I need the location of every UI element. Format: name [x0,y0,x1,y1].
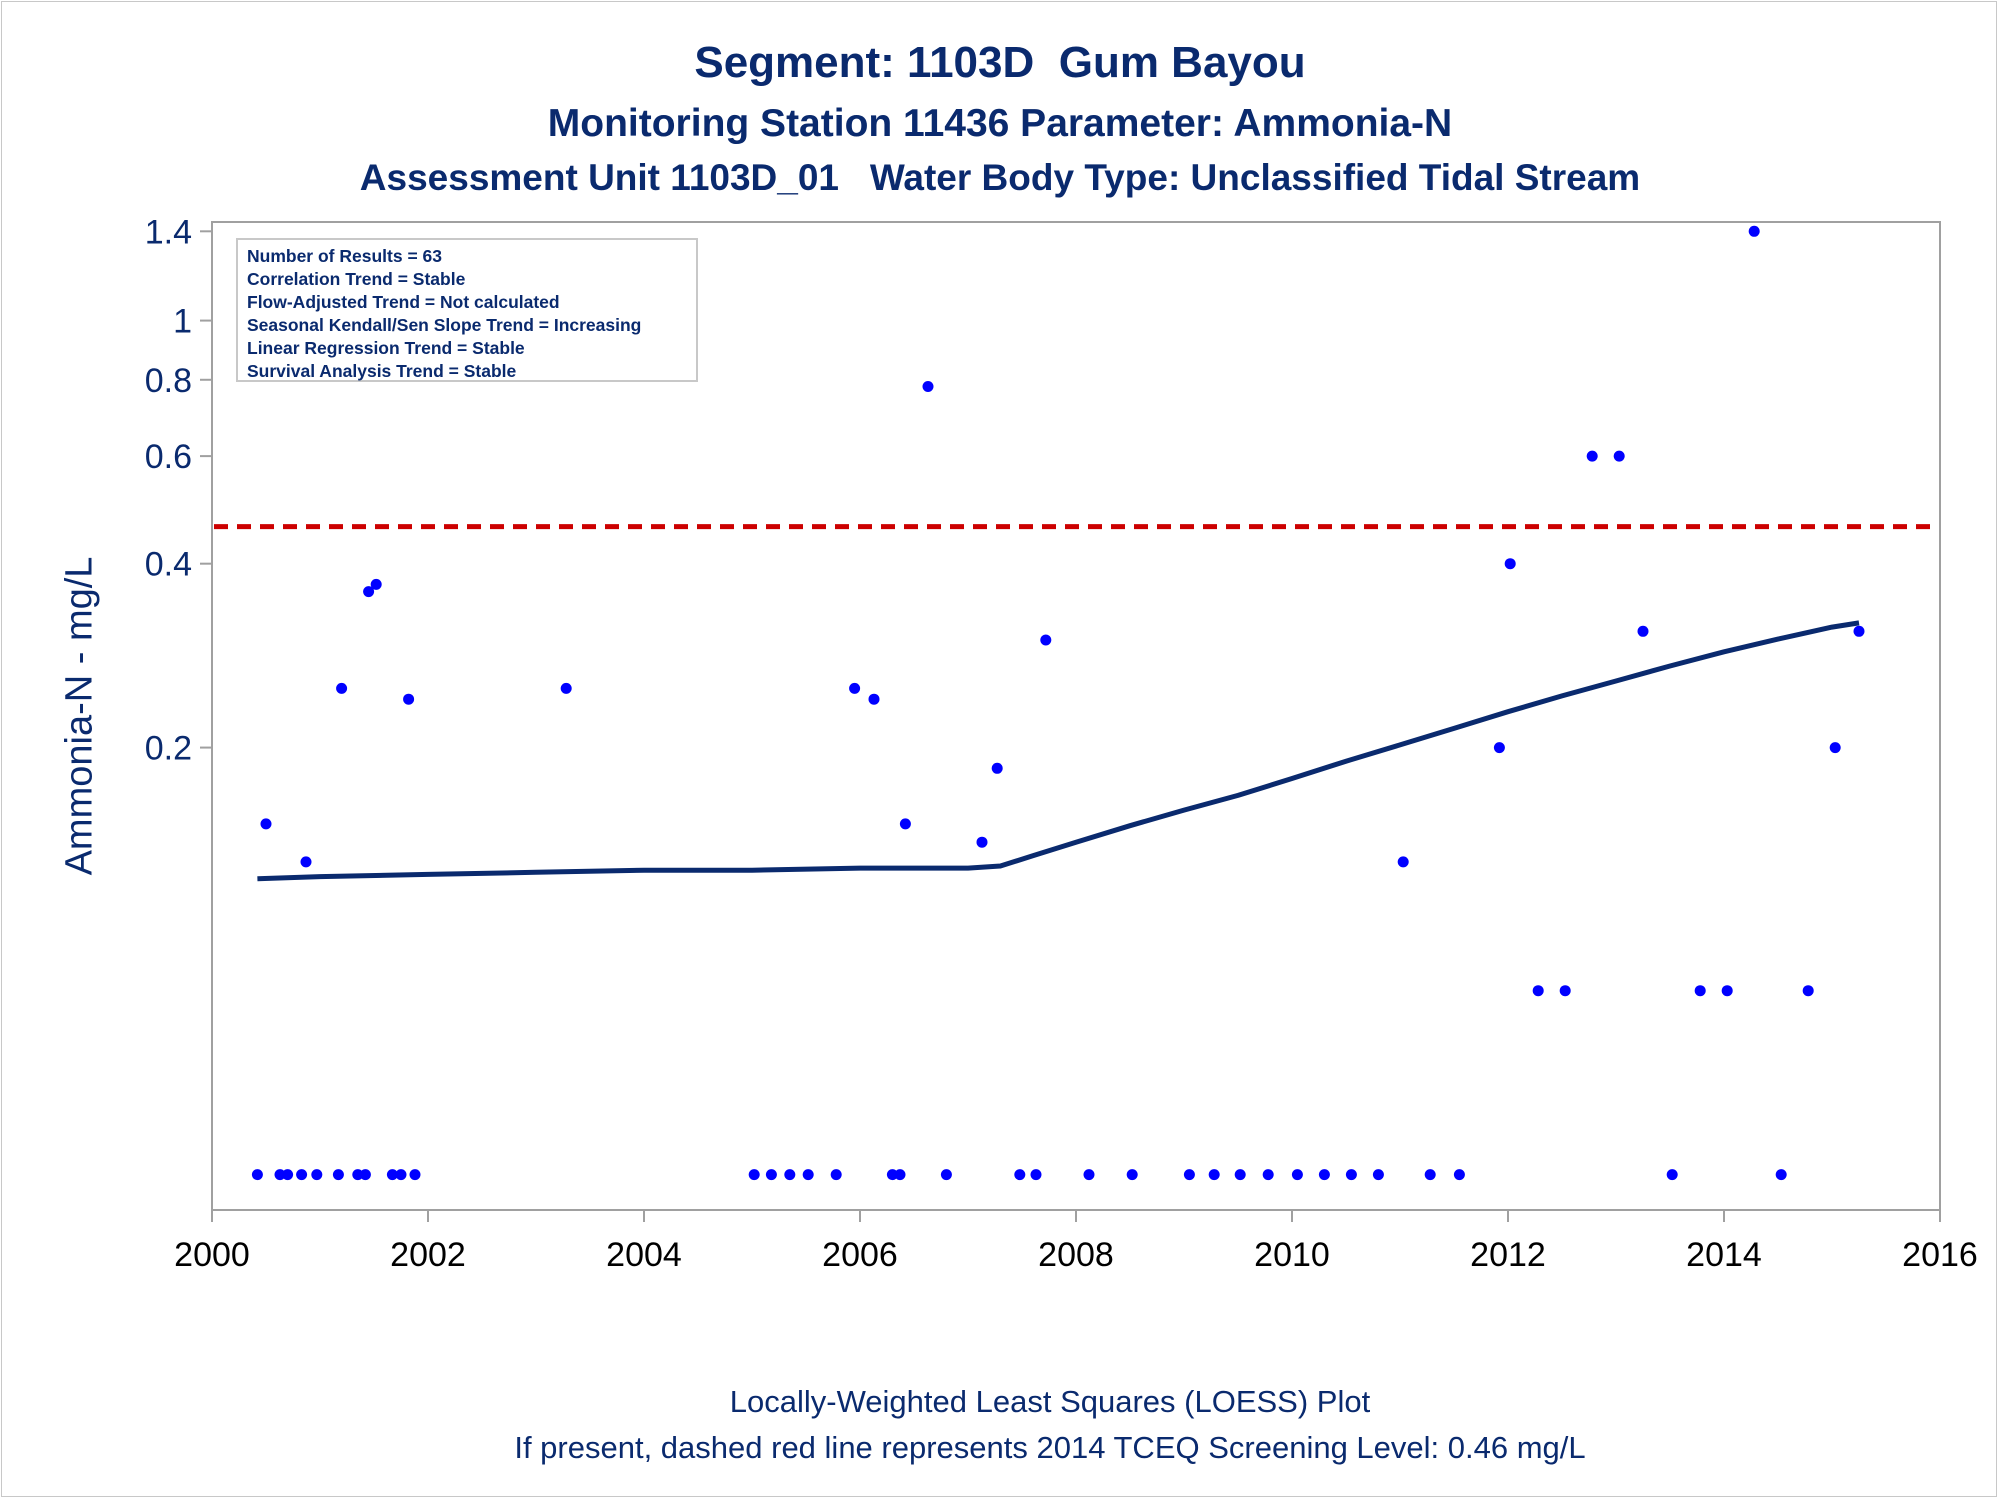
data-point [1802,985,1814,997]
data-point [1040,634,1052,646]
stat-survival-analysis-trend: Survival Analysis Trend = Stable [247,361,517,381]
data-point [251,1169,263,1181]
y-axis-label: Ammonia-N - mg/L [58,557,100,876]
data-point [849,682,861,694]
data-point [1748,225,1760,237]
data-point [1208,1169,1220,1181]
data-point [940,1169,952,1181]
data-point [1853,625,1865,637]
data-point [748,1169,760,1181]
x-tick-label: 2000 [174,1236,250,1274]
data-point [1493,742,1505,754]
data-point [1345,1169,1357,1181]
data-point [899,818,911,830]
data-point [894,1169,906,1181]
x-axis: 2000 2002 2004 2006 2008 2010 2012 2014 2016 [174,1210,1978,1274]
data-point [1126,1169,1138,1181]
trend-stats-box: Number of Results = 63 Correlation Trend… [236,238,698,382]
data-point [274,1169,286,1181]
data-point [1613,450,1625,462]
data-point [386,1169,398,1181]
x-tick-label: 2004 [606,1236,682,1274]
footnote-loess: Locally-Weighted Least Squares (LOESS) P… [729,1384,1371,1419]
x-tick-label: 2016 [1902,1236,1978,1274]
data-point [868,693,880,705]
chart-subtitle-assessment: Assessment Unit 1103D_01 Water Body Type… [359,157,1641,198]
data-point [1083,1169,1095,1181]
chart-title: Segment: 1103D Gum Bayou [694,38,1306,87]
data-point [311,1169,323,1181]
data-point [403,693,415,705]
stat-number-of-results: Number of Results = 63 [247,246,442,266]
loess-trend-line [257,620,1860,882]
data-point [352,1169,364,1181]
data-point [363,586,375,598]
data-point [1183,1169,1195,1181]
data-point [1014,1169,1026,1181]
data-point [282,1169,294,1181]
data-point [336,682,348,694]
x-tick-label: 2006 [822,1236,898,1274]
data-point [1504,558,1516,570]
data-point [1637,625,1649,637]
data-point [359,1169,371,1181]
y-tick-label: 1 [173,303,192,341]
data-point [1453,1169,1465,1181]
y-tick-label: 0.8 [145,362,192,400]
data-point [886,1169,898,1181]
data-point [1262,1169,1274,1181]
data-point [922,381,934,392]
data-point [1372,1169,1384,1181]
data-point [395,1169,407,1181]
chart-subtitle-station: Monitoring Station 11436 Parameter: Ammo… [547,102,1453,145]
y-tick-label: 0.4 [145,546,192,584]
data-point [1721,985,1733,997]
data-point [260,818,272,830]
data-point [765,1169,777,1181]
x-tick-label: 2010 [1254,1236,1330,1274]
data-point [300,856,312,868]
data-point [1030,1169,1042,1181]
data-point [1775,1169,1787,1181]
data-point [991,762,1003,774]
data-point [1559,985,1571,997]
data-point [1291,1169,1303,1181]
y-tick-label: 0.2 [145,730,192,768]
data-point [1424,1169,1436,1181]
x-tick-label: 2012 [1470,1236,1546,1274]
data-point [784,1169,796,1181]
data-point [1318,1169,1330,1181]
data-point [802,1169,814,1181]
data-point [560,682,572,694]
data-point [1532,985,1544,997]
x-tick-label: 2008 [1038,1236,1114,1274]
y-axis: 0.2 0.4 0.6 0.8 1 1.4 [145,213,212,768]
stat-seasonal-kendall-trend: Seasonal Kendall/Sen Slope Trend = Incre… [247,315,642,335]
stat-linear-regression-trend: Linear Regression Trend = Stable [247,338,525,358]
data-point [1694,985,1706,997]
data-point [1234,1169,1246,1181]
data-point [409,1169,421,1181]
y-tick-label: 1.4 [145,213,192,251]
data-point [830,1169,842,1181]
data-point [296,1169,308,1181]
data-point [1666,1169,1678,1181]
data-points [251,225,1865,1181]
data-point [1829,742,1841,754]
stat-correlation-trend: Correlation Trend = Stable [247,269,466,289]
data-point [1586,450,1598,462]
x-tick-label: 2014 [1686,1236,1762,1274]
data-point [1397,856,1409,868]
data-point [976,836,988,848]
stat-flow-adjusted-trend: Flow-Adjusted Trend = Not calculated [247,292,560,312]
x-tick-label: 2002 [390,1236,466,1274]
footnote-screening-level: If present, dashed red line represents 2… [514,1430,1586,1465]
data-point [370,578,382,590]
data-point [332,1169,344,1181]
y-tick-label: 0.6 [145,438,192,476]
